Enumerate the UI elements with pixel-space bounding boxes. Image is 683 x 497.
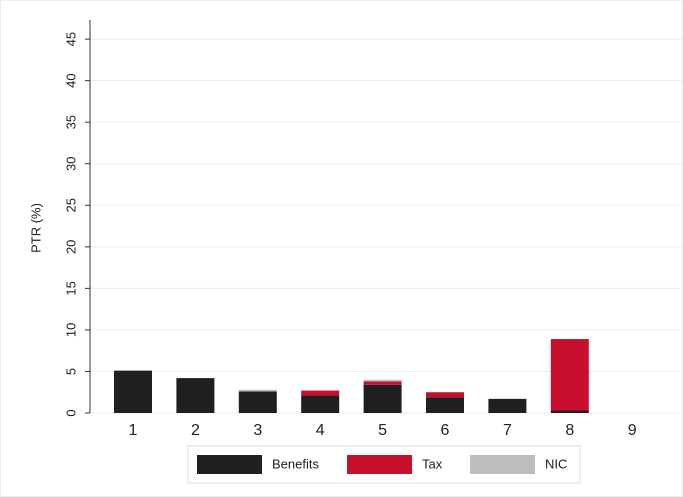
y-tick-label: 20 bbox=[63, 240, 78, 254]
bar-segment bbox=[488, 398, 527, 413]
bar-segment bbox=[363, 379, 402, 382]
y-tick-label: 5 bbox=[63, 368, 78, 375]
y-tick-label: 25 bbox=[63, 198, 78, 212]
legend-swatch bbox=[470, 455, 535, 474]
legend-swatch bbox=[197, 455, 262, 474]
bar-segment bbox=[114, 370, 152, 413]
y-tick-label: 40 bbox=[63, 73, 78, 87]
bar-segment bbox=[426, 397, 464, 413]
y-axis-title: PTR (%) bbox=[28, 203, 43, 253]
bar-segment bbox=[550, 410, 589, 413]
x-tick-label: 6 bbox=[441, 422, 450, 439]
bar-segment bbox=[176, 378, 215, 413]
y-tick-label: 10 bbox=[63, 323, 78, 337]
y-tick-label: 30 bbox=[63, 157, 78, 171]
bar-segment bbox=[363, 384, 402, 413]
bar-segment bbox=[238, 389, 277, 392]
bar-segment bbox=[301, 395, 340, 413]
bar-segment bbox=[550, 339, 589, 411]
x-tick-label: 4 bbox=[316, 422, 325, 439]
bar-segment bbox=[238, 391, 277, 413]
legend-label: NIC bbox=[545, 456, 567, 471]
legend-label: Benefits bbox=[272, 456, 319, 471]
y-tick-label: 45 bbox=[63, 32, 78, 46]
x-tick-label: 1 bbox=[129, 422, 138, 439]
x-tick-label: 7 bbox=[503, 422, 512, 439]
x-tick-label: 5 bbox=[378, 422, 387, 439]
y-tick-label: 15 bbox=[63, 281, 78, 295]
bar-segment bbox=[426, 392, 464, 398]
x-tick-label: 8 bbox=[565, 422, 574, 439]
y-tick-label: 0 bbox=[63, 409, 78, 416]
y-tick-label: 35 bbox=[63, 115, 78, 129]
x-tick-label: 9 bbox=[628, 422, 637, 439]
legend-swatch bbox=[347, 455, 412, 474]
legend-label: Tax bbox=[422, 456, 443, 471]
bar-segment bbox=[363, 381, 402, 385]
x-tick-label: 3 bbox=[253, 422, 262, 439]
x-tick-label: 2 bbox=[191, 422, 200, 439]
bar-segment bbox=[301, 390, 340, 396]
